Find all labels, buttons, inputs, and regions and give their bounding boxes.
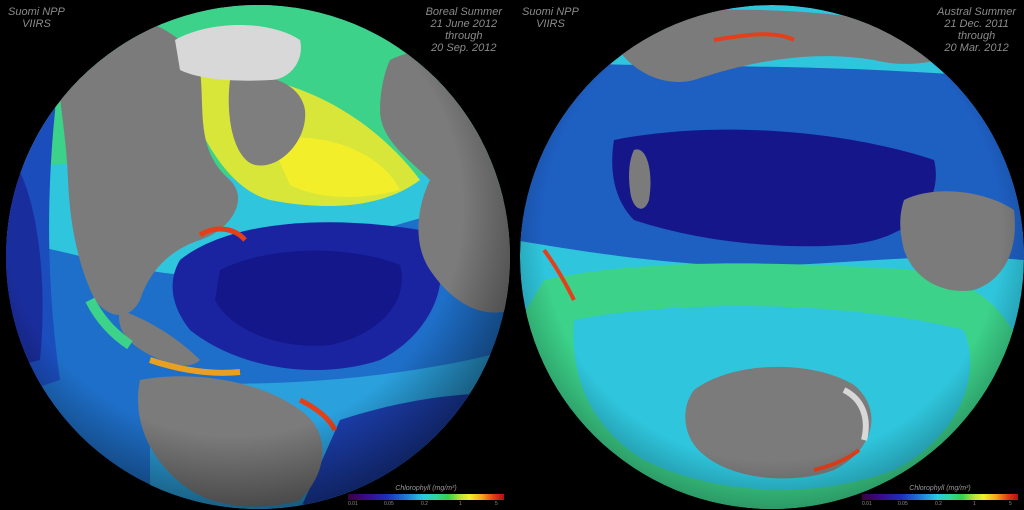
left-legend-tick: 1	[459, 501, 462, 507]
right-legend-colorbar	[862, 494, 1018, 500]
right-legend-ticks: 0.01 0.05 0.2 1 5	[860, 501, 1020, 509]
left-legend-ticks: 0.01 0.05 0.2 1 5	[346, 501, 506, 509]
right-satellite-name: Suomi NPP	[522, 6, 579, 18]
left-satellite-name: Suomi NPP	[8, 6, 65, 18]
right-legend-tick: 1	[973, 501, 976, 507]
left-start-date: 21 June 2012	[430, 18, 498, 30]
left-through: through	[445, 30, 483, 42]
left-legend-tick: 5	[495, 501, 498, 507]
atlantic-chlorophyll-globe	[6, 5, 510, 509]
right-legend-title: Chlorophyll (mg/m³)	[909, 485, 971, 492]
left-legend-tick: 0.2	[421, 501, 428, 507]
right-chlorophyll-legend: Chlorophyll (mg/m³) 0.01 0.05 0.2 1 5	[860, 485, 1020, 509]
left-sensor-name: VIIRS	[22, 18, 51, 30]
left-globe-panel: Suomi NPP VIIRS Boreal Summer 21 June 20…	[0, 0, 510, 510]
right-legend-tick: 0.01	[862, 501, 872, 507]
left-satellite-label: Suomi NPP VIIRS	[8, 6, 65, 30]
right-season: Austral Summer	[937, 6, 1016, 18]
left-legend-title: Chlorophyll (mg/m³)	[395, 485, 457, 492]
right-satellite-label: Suomi NPP VIIRS	[522, 6, 579, 30]
right-legend-tick: 0.2	[935, 501, 942, 507]
right-start-date: 21 Dec. 2011	[944, 18, 1009, 30]
left-season: Boreal Summer	[425, 6, 502, 18]
right-legend-tick: 0.05	[898, 501, 908, 507]
left-period-label: Boreal Summer 21 June 2012 through 20 Se…	[426, 6, 502, 54]
left-legend-tick: 0.01	[348, 501, 358, 507]
southern-ocean-chlorophyll-globe	[520, 5, 1024, 509]
right-globe-panel: Suomi NPP VIIRS Austral Summer 21 Dec. 2…	[514, 0, 1024, 510]
right-through: through	[957, 30, 996, 42]
left-legend-tick: 0.05	[384, 501, 394, 507]
left-legend-colorbar	[348, 494, 504, 500]
right-end-date: 20 Mar. 2012	[944, 42, 1009, 54]
left-end-date: 20 Sep. 2012	[431, 42, 497, 54]
right-sensor-name: VIIRS	[536, 18, 565, 30]
left-chlorophyll-legend: Chlorophyll (mg/m³) 0.01 0.05 0.2 1 5	[346, 485, 506, 509]
right-legend-tick: 5	[1009, 501, 1012, 507]
panel-divider	[510, 0, 514, 510]
right-period-label: Austral Summer 21 Dec. 2011 through 20 M…	[937, 6, 1016, 54]
